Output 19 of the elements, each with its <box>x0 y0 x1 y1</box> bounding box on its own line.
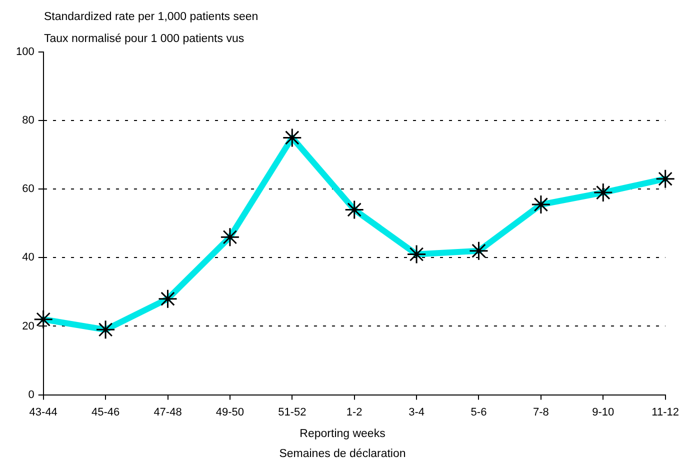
y-tick-label: 0 <box>28 388 34 401</box>
x-tick-label: 47-48 <box>154 406 182 418</box>
x-tick-label: 51-52 <box>278 406 306 418</box>
x-tick-label: 11-12 <box>652 406 680 418</box>
x-tick-label: 9-10 <box>592 406 614 418</box>
y-tick-label: 20 <box>22 320 34 332</box>
x-tick-label: 49-50 <box>216 406 244 418</box>
y-tick-label: 60 <box>22 183 34 196</box>
y-tick-label: 100 <box>16 46 34 58</box>
x-tick-label: 45-46 <box>91 406 120 418</box>
x-tick-label: 7-8 <box>532 406 549 418</box>
x-tick-label: 43-44 <box>29 406 58 418</box>
x-axis-title: Reporting weeks Semaines de déclaration <box>278 427 407 462</box>
x-tick-label: 3-4 <box>408 406 424 418</box>
y-axis-title: Standardized rate per 1,000 patients seen Taux normalisé pour 1 000 patients vus <box>44 10 258 47</box>
x-tick-label: 5-6 <box>470 406 487 418</box>
y-tick-label: 80 <box>22 114 34 127</box>
x-tick-label: 1-2 <box>346 406 362 418</box>
y-tick-label: 40 <box>22 252 34 264</box>
